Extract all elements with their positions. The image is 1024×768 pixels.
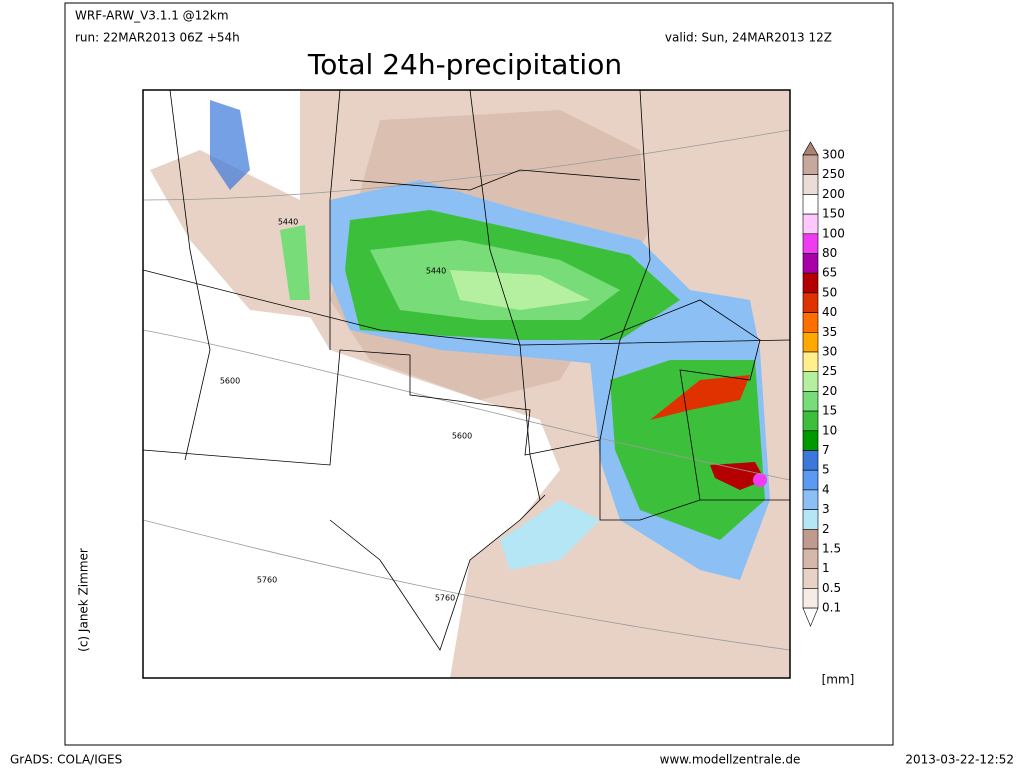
colorbar: 300 250 200 150 100 80 65 50 40 35 30 25 20 15 10 7 5 4 3 2… [802,141,845,627]
colorbar-label: 2 [822,522,830,536]
colorbar-box [802,588,819,609]
colorbar-label: 0.5 [822,581,841,595]
precip-area [500,500,600,570]
contour-label: 5440 [278,218,298,227]
precip-area [610,360,765,540]
colorbar-label: 35 [822,325,837,339]
colorbar-box [802,272,819,294]
colorbar-box [802,154,819,176]
colorbar-box [802,351,819,373]
contour-labels: 5440 5440 5600 5600 5760 5760 [220,218,472,603]
colorbar-label: 25 [822,364,837,378]
colorbar-box [802,174,819,195]
valid-label: valid: Sun, 24MAR2013 12Z [665,31,832,45]
contour-label: 5600 [452,432,472,441]
colorbar-label: 15 [822,404,837,418]
heavy-precip [650,375,750,420]
colorbar-box [802,312,819,333]
contour-label: 5440 [426,267,446,276]
colorbar-label: 50 [822,285,837,299]
colorbar-box [802,331,819,353]
colorbar-label: 250 [822,167,845,181]
title: Total 24h-precipitation [307,48,622,81]
colorbar-box [802,568,819,589]
contour-label: 5760 [257,576,277,585]
colorbar-box [802,213,819,235]
colorbar-label: 30 [822,345,837,359]
colorbar-box [802,469,819,491]
colorbar-box [802,194,819,215]
map [142,89,791,679]
colorbar-label: 80 [822,246,837,260]
colorbar-box [802,430,819,451]
colorbar-label: 0.1 [822,601,841,615]
colorbar-box [802,371,819,392]
colorbar-label: 3 [822,502,830,516]
colorbar-label: 1 [822,561,830,575]
colorbar-box [802,450,819,471]
colorbar-box [802,489,819,510]
colorbar-label: 20 [822,384,837,398]
colorbar-box [802,410,819,432]
colorbar-box [802,528,819,550]
colorbar-box [802,548,819,570]
footer-left: GrADS: COLA/IGES [10,753,122,767]
colorbar-unit: [mm] [822,673,855,687]
colorbar-arrow [802,607,819,627]
colorbar-box [802,391,819,412]
precip-area [210,100,250,190]
colorbar-label: 150 [822,207,845,221]
run-label: run: 22MAR2013 06Z +54h [75,31,240,45]
contour-label: 5760 [435,594,455,603]
colorbar-label: 10 [822,423,837,437]
colorbar-box [802,292,819,313]
colorbar-label: 40 [822,305,837,319]
colorbar-box [802,509,819,530]
model-label: WRF-ARW_V3.1.1 @12km [75,9,229,23]
colorbar-label: 200 [822,187,845,201]
colorbar-label: 7 [822,443,830,457]
precip-area [280,225,310,300]
credit: (c) Janek Zimmer [77,548,91,652]
colorbar-label: 5 [822,463,830,477]
heavy-precip [710,462,765,490]
colorbar-box [802,253,819,274]
colorbar-box [802,233,819,254]
colorbar-label: 1.5 [822,542,841,556]
precip-band [450,270,590,310]
max-precip [753,473,767,487]
colorbar-label: 100 [822,226,845,240]
colorbar-label: 4 [822,482,830,496]
footer-right: 2013-03-22-12:52 [905,753,1014,767]
footer-center: www.modellzentrale.de [660,753,801,767]
contour-label: 5600 [220,377,240,386]
colorbar-label: 65 [822,266,837,280]
colorbar-label: 300 [822,148,845,162]
precip-area [150,150,330,320]
